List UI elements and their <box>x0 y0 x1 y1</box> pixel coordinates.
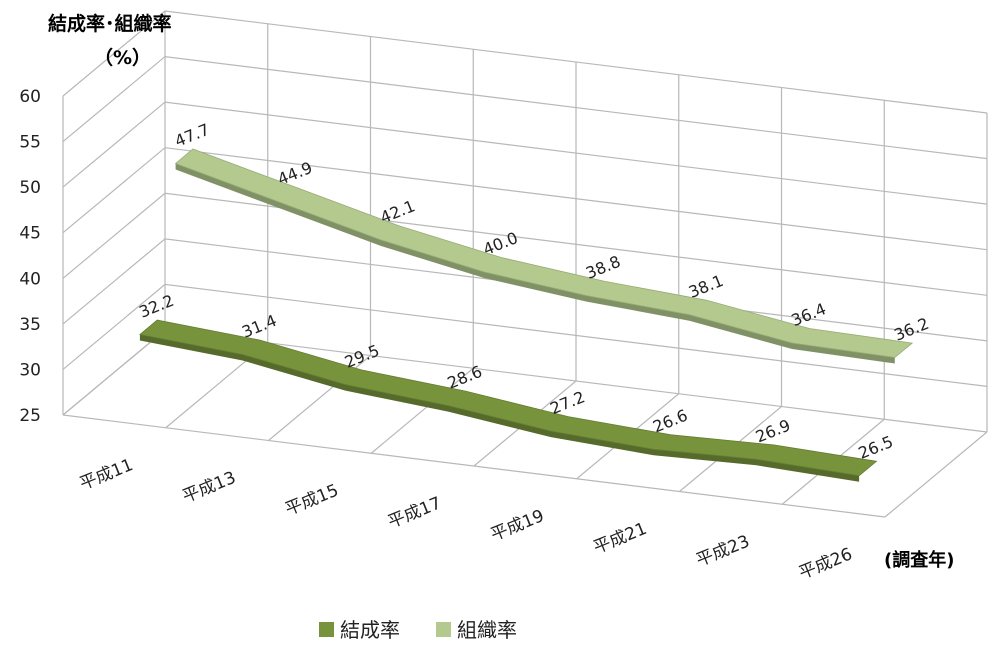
data-label-結成率: 31.4 <box>239 311 279 342</box>
y-tick-labels: 60 55 50 45 40 35 30 25 <box>19 87 41 426</box>
y-tick-label: 45 <box>19 224 41 244</box>
y-tick-label: 40 <box>19 269 41 289</box>
legend: 結成率 組織率 <box>319 618 517 642</box>
x-tick-label: 平成21 <box>591 519 650 558</box>
data-label-結成率: 32.2 <box>136 291 176 322</box>
series-edge-結成率 <box>139 334 860 482</box>
data-label-組織率: 36.4 <box>789 299 829 330</box>
data-label-組織率: 38.1 <box>686 271 726 302</box>
y-axis-unit: （%） <box>94 46 151 69</box>
data-label-結成率: 27.2 <box>547 387 587 418</box>
series-ribbon-組織率 <box>174 148 914 358</box>
data-label-組織率: 47.7 <box>172 120 212 151</box>
data-label-結成率: 26.9 <box>753 416 793 447</box>
x-tick-label: 平成26 <box>796 544 855 583</box>
data-label-結成率: 29.5 <box>342 341 382 372</box>
y-tick-label: 25 <box>19 406 41 426</box>
gridline-h <box>62 10 988 114</box>
floor-line <box>884 431 988 518</box>
y-tick-label: 30 <box>19 360 41 380</box>
legend-swatch-組織率 <box>436 622 451 637</box>
series-ribbon-結成率 <box>138 319 878 477</box>
data-label-結成率: 26.5 <box>856 432 896 463</box>
x-axis-title: (調査年) <box>884 549 954 571</box>
x-tick-label: 平成11 <box>77 455 136 494</box>
x-tick-labels: 平成11 平成13 平成15 平成17 平成19 平成21 平成23 平成26 <box>77 455 855 584</box>
y-tick-label: 55 <box>19 133 41 153</box>
y-axis-title: 結成率･組織率 <box>48 12 172 35</box>
y-tick-label: 50 <box>19 178 41 198</box>
data-label-組織率: 36.2 <box>891 314 931 345</box>
legend-label-組織率: 組織率 <box>457 618 517 642</box>
legend-swatch-結成率 <box>319 622 334 637</box>
x-tick-label: 平成13 <box>180 468 239 507</box>
data-label-結成率: 28.6 <box>445 362 485 393</box>
data-label-組織率: 38.8 <box>583 252 623 283</box>
x-tick-label: 平成15 <box>282 481 341 520</box>
x-tick-label: 平成19 <box>488 506 547 545</box>
data-label-結成率: 26.6 <box>650 406 690 437</box>
y-tick-label: 60 <box>19 87 41 107</box>
floor-line <box>62 329 166 416</box>
floor-line <box>370 367 474 454</box>
chart-gridlines <box>62 10 988 518</box>
legend-label-結成率: 結成率 <box>340 618 400 642</box>
floor-front-edge <box>62 414 886 518</box>
x-tick-label: 平成23 <box>693 532 752 571</box>
gridline-h <box>62 55 988 160</box>
x-tick-label: 平成17 <box>385 493 444 532</box>
gridline-h <box>62 238 988 342</box>
chart-series <box>138 148 914 482</box>
y-tick-label: 35 <box>19 315 41 335</box>
